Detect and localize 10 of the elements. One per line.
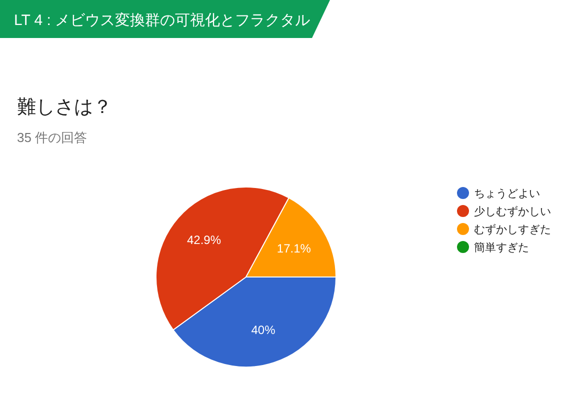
text: 35 件の回答 (17, 130, 88, 145)
legend-label: ちょうどよい (474, 188, 540, 200)
legend-label: むずかしすぎた (474, 223, 551, 236)
chart-title: LT 4 : メビウス変換群の可視化とフラクタル (14, 12, 310, 29)
data-label: 17.1% (276, 241, 312, 256)
chart-subtitle: 難しさは？ (17, 97, 112, 118)
legend-label: 簡単すぎた (474, 242, 529, 254)
data-label: 40% (251, 323, 276, 338)
legend-label: 少しむずかしい (474, 205, 551, 218)
data-label: 42.9% (187, 233, 222, 248)
